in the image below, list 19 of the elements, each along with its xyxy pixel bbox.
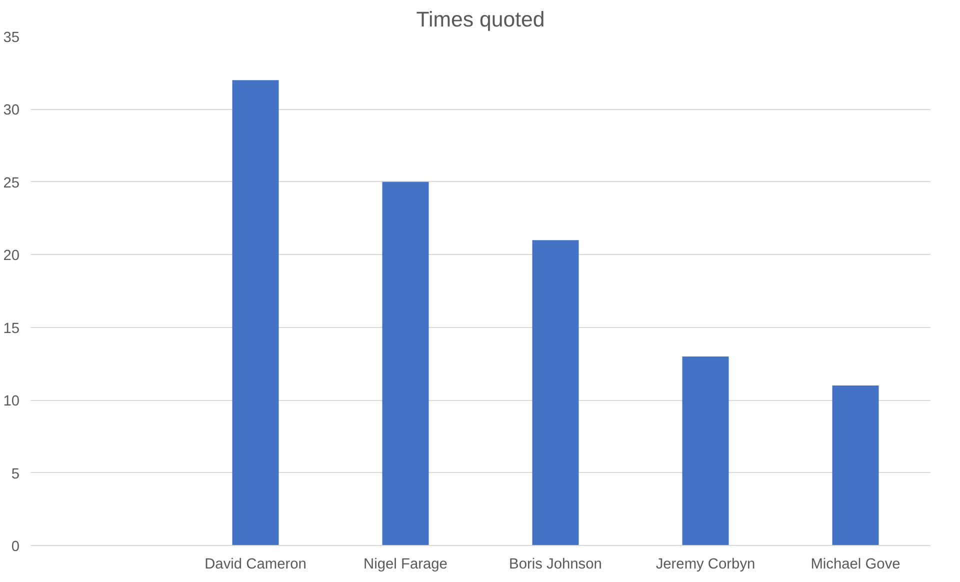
y-tick-label: 15 bbox=[3, 320, 20, 337]
bar bbox=[532, 240, 579, 546]
y-tick-label: 35 bbox=[3, 30, 20, 46]
bar bbox=[232, 80, 279, 546]
x-tick-label: Michael Gove bbox=[810, 556, 900, 572]
y-tick-label: 30 bbox=[3, 102, 20, 119]
y-tick-label: 0 bbox=[11, 539, 20, 555]
y-tick-label: 25 bbox=[3, 175, 20, 192]
chart-title: Times quoted bbox=[416, 8, 545, 32]
x-tick-label: David Cameron bbox=[204, 556, 306, 572]
bar bbox=[382, 182, 429, 546]
x-tick-label: Nigel Farage bbox=[364, 556, 448, 572]
y-tick-label: 20 bbox=[3, 248, 20, 264]
bar bbox=[832, 386, 879, 546]
bar bbox=[682, 356, 729, 546]
x-tick-label: Jeremy Corbyn bbox=[656, 556, 756, 572]
y-tick-label: 5 bbox=[11, 466, 20, 482]
x-tick-label: Boris Johnson bbox=[509, 556, 602, 572]
y-tick-label: 10 bbox=[3, 394, 20, 410]
